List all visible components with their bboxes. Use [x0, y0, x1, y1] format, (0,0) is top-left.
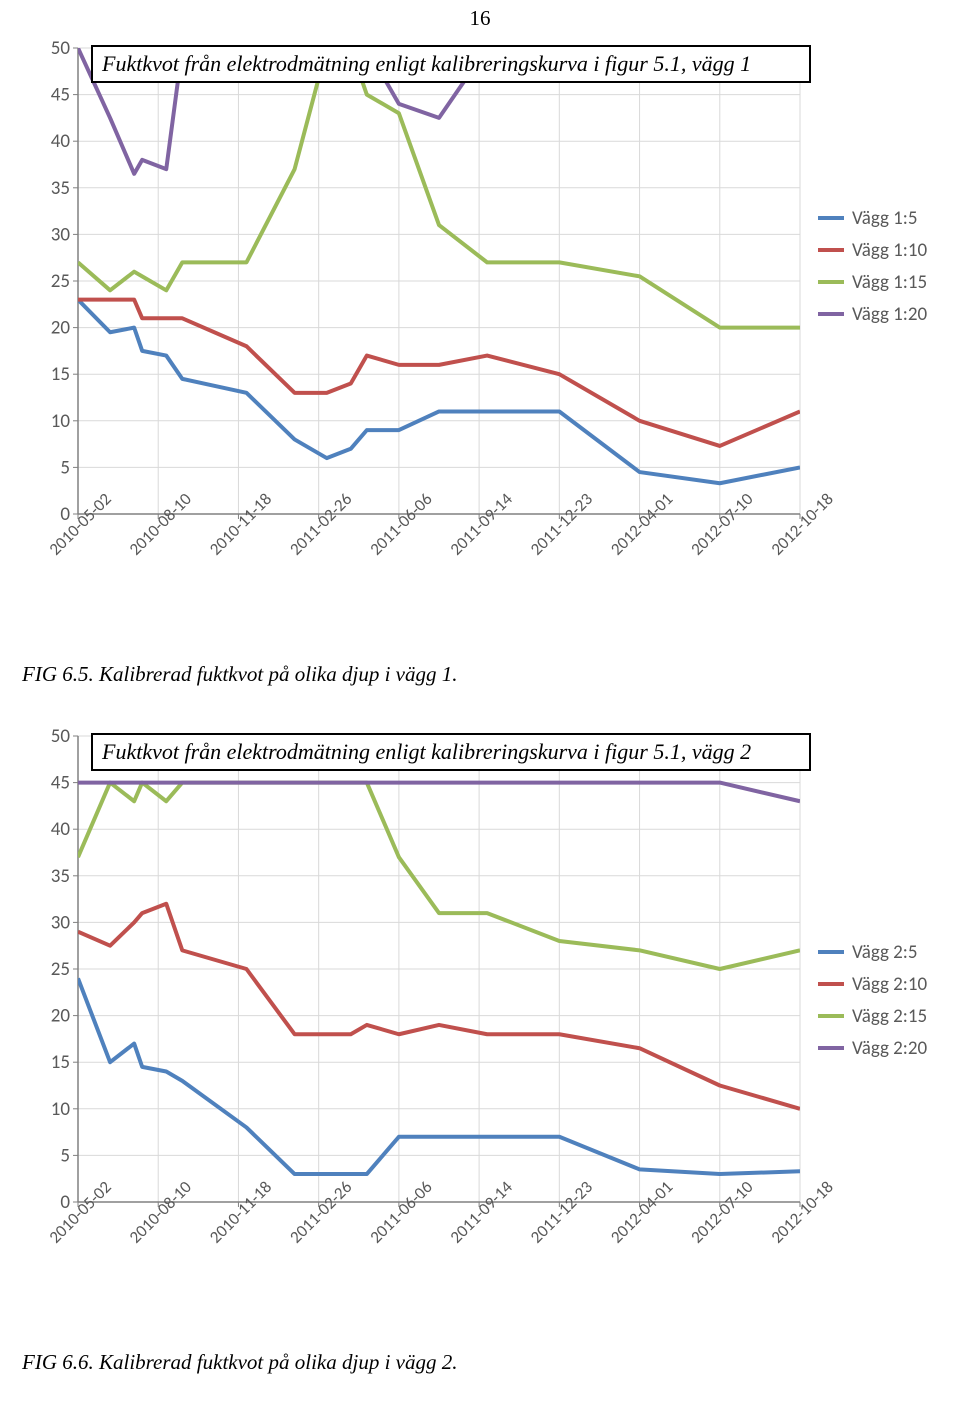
svg-text:2011-02-26: 2011-02-26: [285, 488, 356, 559]
svg-text:45: 45: [51, 772, 70, 795]
svg-text:Vägg 2:20: Vägg 2:20: [852, 1037, 928, 1060]
svg-text:2011-12-23: 2011-12-23: [526, 1177, 597, 1248]
chart-1-svg: 051015202530354045502010-05-022010-08-10…: [22, 40, 938, 642]
svg-text:2012-07-10: 2012-07-10: [686, 1176, 757, 1247]
svg-text:2011-09-14: 2011-09-14: [446, 1176, 517, 1247]
svg-text:15: 15: [51, 363, 70, 386]
svg-text:25: 25: [51, 958, 70, 981]
svg-text:30: 30: [51, 911, 71, 934]
svg-text:2011-12-23: 2011-12-23: [526, 489, 597, 560]
svg-text:2012-04-01: 2012-04-01: [606, 1177, 677, 1248]
svg-text:2012-10-18: 2012-10-18: [767, 1177, 838, 1248]
svg-text:40: 40: [51, 818, 71, 841]
svg-text:35: 35: [51, 865, 70, 888]
svg-text:Vägg 1:20: Vägg 1:20: [852, 303, 928, 326]
page-number: 16: [0, 6, 960, 31]
svg-text:10: 10: [51, 1098, 71, 1121]
svg-text:2010-11-18: 2010-11-18: [205, 489, 276, 560]
svg-text:Vägg 1:5: Vägg 1:5: [852, 207, 918, 230]
svg-text:40: 40: [51, 130, 71, 153]
svg-text:Vägg 2:5: Vägg 2:5: [852, 941, 918, 964]
svg-text:Vägg 2:10: Vägg 2:10: [852, 973, 928, 996]
svg-text:Vägg 1:10: Vägg 1:10: [852, 239, 928, 262]
svg-text:2010-05-02: 2010-05-02: [45, 1177, 116, 1248]
svg-text:25: 25: [51, 270, 70, 293]
svg-text:Vägg 2:15: Vägg 2:15: [852, 1005, 927, 1028]
svg-text:45: 45: [51, 84, 70, 107]
svg-text:2010-08-10: 2010-08-10: [125, 488, 196, 559]
caption-1: FIG 6.5. Kalibrerad fuktkvot på olika dj…: [22, 662, 458, 687]
svg-text:5: 5: [60, 456, 70, 479]
svg-text:15: 15: [51, 1051, 70, 1074]
svg-text:2012-10-18: 2012-10-18: [767, 489, 838, 560]
chart-2: 051015202530354045502010-05-022010-08-10…: [22, 728, 938, 1330]
svg-text:30: 30: [51, 223, 71, 246]
svg-text:2011-09-14: 2011-09-14: [446, 488, 517, 559]
svg-text:2010-11-18: 2010-11-18: [205, 1177, 276, 1248]
svg-text:Vägg 1:15: Vägg 1:15: [852, 271, 927, 294]
svg-text:Fuktkvot från elektrodmätning: Fuktkvot från elektrodmätning enligt kal…: [101, 51, 751, 76]
caption-2: FIG 6.6. Kalibrerad fuktkvot på olika dj…: [22, 1350, 458, 1375]
svg-text:35: 35: [51, 177, 70, 200]
svg-text:5: 5: [60, 1144, 70, 1167]
chart-2-svg: 051015202530354045502010-05-022010-08-10…: [22, 728, 938, 1330]
svg-text:20: 20: [51, 317, 71, 340]
svg-text:50: 50: [51, 40, 71, 60]
svg-text:10: 10: [51, 410, 71, 433]
svg-text:2010-08-10: 2010-08-10: [125, 1176, 196, 1247]
svg-text:2012-04-01: 2012-04-01: [606, 489, 677, 560]
svg-text:2011-06-06: 2011-06-06: [366, 1176, 437, 1247]
svg-text:2010-05-02: 2010-05-02: [45, 489, 116, 560]
svg-text:2011-06-06: 2011-06-06: [366, 488, 437, 559]
chart-1: 051015202530354045502010-05-022010-08-10…: [22, 40, 938, 642]
svg-text:Fuktkvot från elektrodmätning: Fuktkvot från elektrodmätning enligt kal…: [101, 739, 751, 764]
svg-text:2012-07-10: 2012-07-10: [686, 488, 757, 559]
svg-text:50: 50: [51, 728, 71, 748]
svg-text:2011-02-26: 2011-02-26: [285, 1176, 356, 1247]
svg-text:20: 20: [51, 1005, 71, 1028]
